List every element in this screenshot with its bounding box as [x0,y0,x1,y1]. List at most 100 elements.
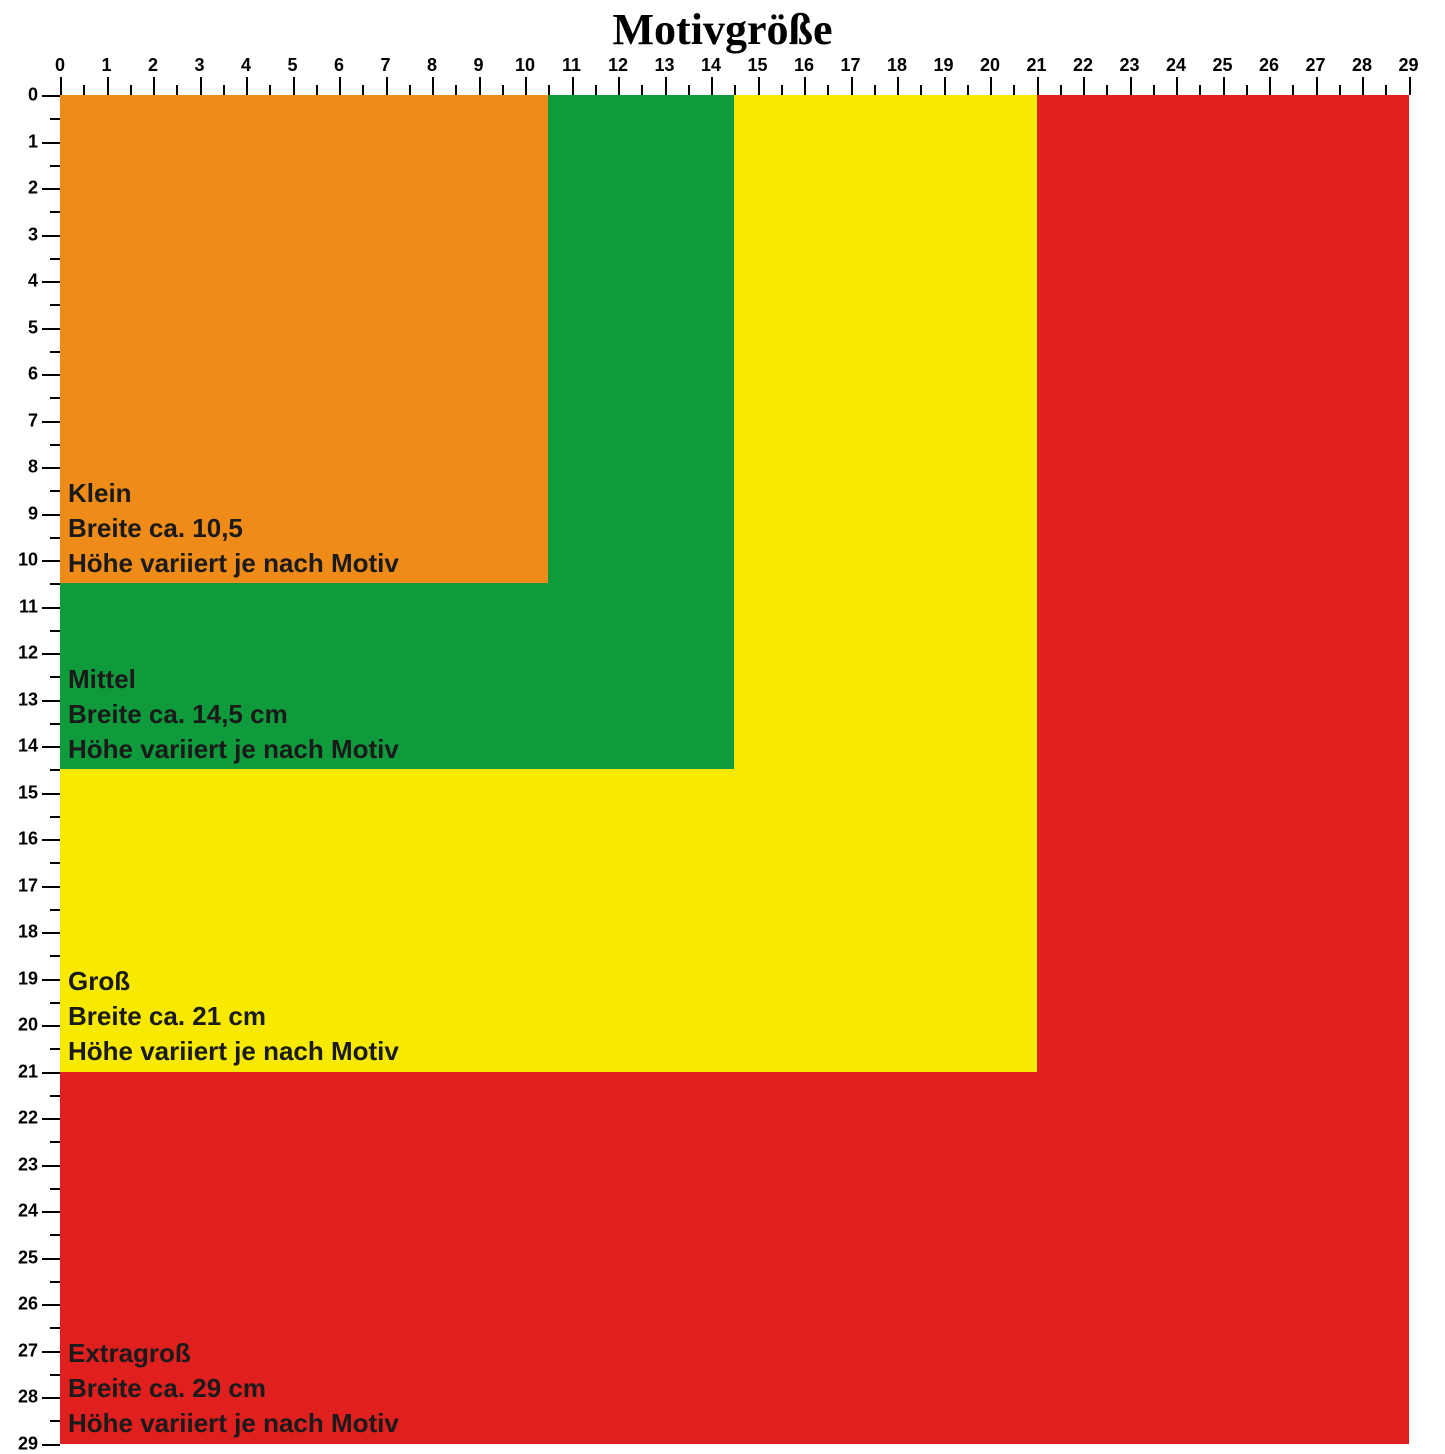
ruler-minor-tick-left [50,723,60,725]
size-box-klein: KleinBreite ca. 10,5Höhe variiert je nac… [60,95,548,583]
ruler-minor-tick-top [409,85,411,95]
ruler-minor-tick-top [176,85,178,95]
ruler-tick-left [42,328,60,330]
diagram-title: Motivgröße [0,4,1445,55]
ruler-tick-top [386,77,388,95]
ruler-tick-top [293,77,295,95]
ruler-tick-top [1409,77,1411,95]
ruler-minor-tick-left [50,258,60,260]
ruler-minor-tick-top [827,85,829,95]
ruler-tick-top [432,77,434,95]
ruler-label-top: 8 [427,55,437,76]
ruler-tick-left [42,607,60,609]
ruler-minor-tick-top [1292,85,1294,95]
ruler-label-top: 7 [380,55,390,76]
ruler-minor-tick-top [1385,85,1387,95]
size-label-line: Extragroß [68,1336,399,1371]
ruler-minor-tick-top [1013,85,1015,95]
ruler-minor-tick-top [362,85,364,95]
ruler-tick-top [1176,77,1178,95]
ruler-minor-tick-top [1246,85,1248,95]
ruler-label-left: 13 [0,689,38,710]
ruler-label-left: 28 [0,1387,38,1408]
ruler-minor-tick-top [548,85,550,95]
size-label-line: Breite ca. 29 cm [68,1371,399,1406]
size-label-line: Höhe variiert je nach Motiv [68,546,399,581]
ruler-label-left: 3 [0,224,38,245]
ruler-minor-tick-left [50,165,60,167]
ruler-minor-tick-left [50,630,60,632]
size-label-line: Höhe variiert je nach Motiv [68,732,399,767]
ruler-label-top: 13 [654,55,674,76]
ruler-label-left: 27 [0,1340,38,1361]
ruler-tick-top [1223,77,1225,95]
ruler-label-top: 1 [101,55,111,76]
ruler-label-left: 14 [0,736,38,757]
ruler-minor-tick-left [50,862,60,864]
ruler-tick-left [42,1072,60,1074]
ruler-label-left: 21 [0,1061,38,1082]
ruler-minor-tick-left [50,676,60,678]
ruler-tick-top [246,77,248,95]
ruler-label-top: 15 [747,55,767,76]
ruler-tick-left [42,467,60,469]
ruler-label-top: 17 [840,55,860,76]
ruler-label-top: 14 [701,55,721,76]
ruler-label-left: 7 [0,410,38,431]
ruler-label-top: 28 [1352,55,1372,76]
ruler-tick-left [42,514,60,516]
ruler-minor-tick-left [50,1095,60,1097]
ruler-minor-tick-left [50,769,60,771]
ruler-tick-left [42,793,60,795]
size-label-extragroß: ExtragroßBreite ca. 29 cmHöhe variiert j… [68,1336,399,1441]
ruler-minor-tick-top [1106,85,1108,95]
ruler-minor-tick-left [50,351,60,353]
ruler-minor-tick-left [50,1141,60,1143]
ruler-tick-left [42,1304,60,1306]
ruler-tick-top [200,77,202,95]
ruler-label-left: 0 [0,85,38,106]
ruler-tick-top [758,77,760,95]
size-label-line: Höhe variiert je nach Motiv [68,1034,399,1069]
ruler-label-left: 11 [0,596,38,617]
ruler-label-top: 24 [1166,55,1186,76]
ruler-tick-left [42,700,60,702]
ruler-tick-left [42,560,60,562]
ruler-minor-tick-left [50,816,60,818]
size-diagram: Motivgröße 01234567891011121314151617181… [0,0,1445,1445]
ruler-minor-tick-left [50,909,60,911]
ruler-tick-top [851,77,853,95]
ruler-tick-top [1083,77,1085,95]
ruler-label-left: 9 [0,503,38,524]
size-label-line: Breite ca. 21 cm [68,999,399,1034]
size-label-line: Klein [68,476,399,511]
ruler-minor-tick-left [50,118,60,120]
ruler-tick-top [1269,77,1271,95]
ruler-tick-left [42,1211,60,1213]
ruler-tick-top [339,77,341,95]
ruler-label-top: 12 [608,55,628,76]
ruler-label-top: 4 [241,55,251,76]
ruler-tick-left [42,281,60,283]
ruler-minor-tick-left [50,304,60,306]
ruler-label-top: 18 [887,55,907,76]
ruler-tick-top [618,77,620,95]
ruler-minor-tick-top [1339,85,1341,95]
ruler-minor-tick-top [595,85,597,95]
ruler-minor-tick-top [455,85,457,95]
ruler-label-left: 5 [0,317,38,338]
ruler-minor-tick-left [50,1002,60,1004]
ruler-label-top: 16 [794,55,814,76]
size-label-line: Groß [68,964,399,999]
ruler-minor-tick-left [50,1281,60,1283]
ruler-minor-tick-left [50,1048,60,1050]
ruler-label-top: 2 [148,55,158,76]
ruler-minor-tick-top [967,85,969,95]
ruler-label-left: 17 [0,875,38,896]
ruler-label-top: 21 [1026,55,1046,76]
ruler-minor-tick-left [50,1420,60,1422]
ruler-label-left: 6 [0,364,38,385]
ruler-label-top: 6 [334,55,344,76]
ruler-label-left: 4 [0,271,38,292]
ruler-label-top: 5 [287,55,297,76]
